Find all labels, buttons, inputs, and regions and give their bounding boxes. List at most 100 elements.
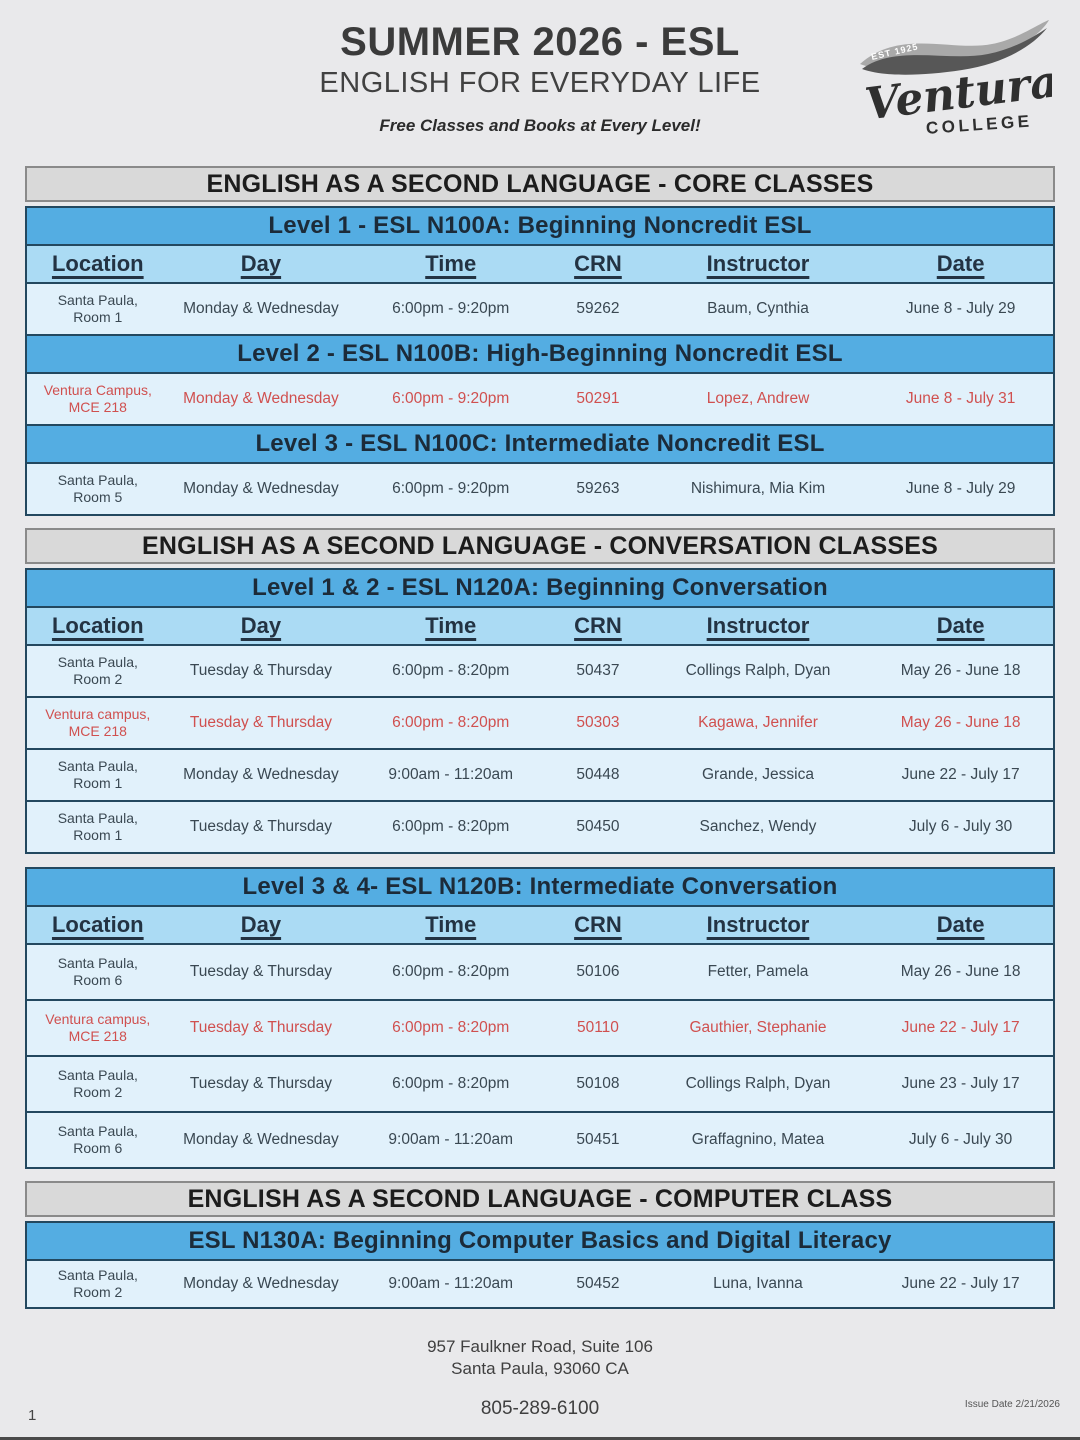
cell-time: 6:00pm - 8:20pm (392, 662, 510, 679)
column-header-instructor: Instructor (706, 912, 810, 937)
column-header-time: Time (425, 613, 477, 638)
cell-instructor: Baum, Cynthia (707, 300, 809, 317)
beginning-conversation-table: Level 1 & 2 - ESL N120A: Beginning Conve… (25, 568, 1055, 854)
table-row: Santa Paula, Room 1 Monday & Wednesday 9… (25, 748, 1055, 802)
column-header-date: Date (936, 251, 985, 276)
cell-date: May 26 - June 18 (900, 662, 1021, 679)
cell-location: Santa Paula, Room 2 (57, 1267, 138, 1300)
column-header-location: Location (51, 251, 144, 276)
cell-location: Santa Paula, Room 1 (57, 758, 138, 791)
cell-instructor: Grande, Jessica (701, 766, 814, 783)
cell-date: June 22 - July 17 (901, 1275, 1020, 1292)
cell-crn: 50110 (576, 1019, 619, 1036)
cell-time: 6:00pm - 8:20pm (392, 963, 510, 980)
cell-day: Tuesday & Thursday (189, 1019, 332, 1036)
cell-time: 6:00pm - 8:20pm (392, 714, 510, 731)
section-computer-class: ENGLISH AS A SECOND LANGUAGE - COMPUTER … (25, 1181, 1055, 1309)
column-header-instructor: Instructor (706, 613, 810, 638)
table-row-highlighted: Ventura campus, MCE 218 Tuesday & Thursd… (25, 999, 1055, 1057)
address-line-2: Santa Paula, 93060 CA (451, 1359, 629, 1379)
cell-day: Monday & Wednesday (183, 1275, 339, 1292)
column-header-time: Time (425, 251, 477, 276)
cell-instructor: Graffagnino, Matea (691, 1131, 825, 1148)
phone-number: 805-289-6100 (480, 1397, 600, 1419)
table-row: Santa Paula, Room 2 Tuesday & Thursday 6… (25, 644, 1055, 698)
cell-instructor: Fetter, Pamela (707, 963, 809, 980)
cell-time: 6:00pm - 8:20pm (392, 1075, 510, 1092)
cell-day: Tuesday & Thursday (189, 662, 332, 679)
page-title: SUMMER 2026 - ESL (340, 20, 740, 64)
table-row: Santa Paula, Room 2 Tuesday & Thursday 6… (25, 1055, 1055, 1113)
column-header-crn: CRN (574, 251, 622, 276)
cell-crn: 50451 (576, 1131, 620, 1148)
cell-day: Monday & Wednesday (183, 300, 339, 317)
group-title-level3: Level 3 - ESL N100C: Intermediate Noncre… (25, 424, 1055, 464)
intermediate-conversation-table: Level 3 & 4- ESL N120B: Intermediate Con… (25, 867, 1055, 1169)
cell-instructor: Nishimura, Mia Kim (690, 480, 826, 497)
table-row: Santa Paula, Room 1 Monday & Wednesday 6… (25, 282, 1055, 336)
issue-date: Issue Date 2/21/2026 (964, 1399, 1060, 1410)
column-header-date: Date (936, 613, 985, 638)
column-header-row: Location Day Time CRN Instructor Date (25, 606, 1055, 646)
table-row: Santa Paula, Room 5 Monday & Wednesday 6… (25, 462, 1055, 516)
cell-location: Ventura campus, MCE 218 (45, 1011, 151, 1044)
cell-location: Santa Paula, Room 1 (57, 810, 138, 843)
cell-time: 9:00am - 11:20am (388, 1275, 514, 1292)
cell-day: Tuesday & Thursday (189, 818, 332, 835)
cell-crn: 50452 (576, 1275, 620, 1292)
cell-location: Santa Paula, Room 5 (57, 472, 138, 505)
computer-class-table: ESL N130A: Beginning Computer Basics and… (25, 1221, 1055, 1309)
column-header-row: Location Day Time CRN Instructor Date (25, 905, 1055, 945)
cell-crn: 50106 (576, 963, 620, 980)
cell-date: June 8 - July 29 (905, 300, 1016, 317)
section-core-classes: ENGLISH AS A SECOND LANGUAGE - CORE CLAS… (25, 166, 1055, 516)
cell-day: Tuesday & Thursday (189, 714, 332, 731)
cell-day: Monday & Wednesday (183, 480, 339, 497)
cell-date: July 6 - July 30 (908, 818, 1013, 835)
group-title-level3-4: Level 3 & 4- ESL N120B: Intermediate Con… (25, 867, 1055, 907)
cell-instructor: Lopez, Andrew (706, 390, 810, 407)
cell-location: Ventura Campus, MCE 218 (43, 382, 152, 415)
schedule-tables: ENGLISH AS A SECOND LANGUAGE - CORE CLAS… (25, 166, 1055, 1309)
cell-time: 6:00pm - 9:20pm (392, 300, 510, 317)
cell-crn: 50303 (576, 714, 620, 731)
section-title: ENGLISH AS A SECOND LANGUAGE - CORE CLAS… (25, 166, 1055, 202)
column-header-crn: CRN (574, 613, 622, 638)
column-header-crn: CRN (574, 912, 622, 937)
column-header-day: Day (240, 251, 282, 276)
cell-time: 9:00am - 11:20am (388, 1131, 514, 1148)
section-title: ENGLISH AS A SECOND LANGUAGE - CONVERSAT… (25, 528, 1055, 564)
cell-crn: 59262 (576, 300, 620, 317)
cell-day: Tuesday & Thursday (189, 1075, 332, 1092)
cell-time: 9:00am - 11:20am (388, 766, 514, 783)
cell-time: 6:00pm - 9:20pm (392, 480, 510, 497)
cell-day: Monday & Wednesday (183, 766, 339, 783)
column-header-instructor: Instructor (706, 251, 810, 276)
cell-instructor: Collings Ralph, Dyan (685, 1075, 831, 1092)
cell-location: Santa Paula, Room 6 (57, 1123, 138, 1156)
page-subtitle: ENGLISH FOR EVERYDAY LIFE (319, 67, 761, 99)
bottom-divider (0, 1437, 1080, 1440)
cell-time: 6:00pm - 8:20pm (392, 1019, 510, 1036)
cell-time: 6:00pm - 9:20pm (392, 390, 510, 407)
cell-instructor: Gauthier, Stephanie (689, 1019, 827, 1036)
group-title-level1: Level 1 - ESL N100A: Beginning Noncredit… (25, 206, 1055, 246)
section-conversation-classes: ENGLISH AS A SECOND LANGUAGE - CONVERSAT… (25, 528, 1055, 1169)
column-header-location: Location (51, 912, 144, 937)
cell-crn: 59263 (576, 480, 620, 497)
cell-crn: 50437 (576, 662, 620, 679)
cell-instructor: Luna, Ivanna (713, 1275, 803, 1292)
core-classes-table: Level 1 - ESL N100A: Beginning Noncredit… (25, 206, 1055, 516)
cell-day: Tuesday & Thursday (189, 963, 332, 980)
table-row: Santa Paula, Room 2 Monday & Wednesday 9… (25, 1259, 1055, 1309)
cell-date: June 23 - July 17 (901, 1075, 1020, 1092)
cell-day: Monday & Wednesday (183, 1131, 339, 1148)
column-header-row: Location Day Time CRN Instructor Date (25, 244, 1055, 284)
section-title: ENGLISH AS A SECOND LANGUAGE - COMPUTER … (25, 1181, 1055, 1217)
ventura-college-logo: EST 1925 Ventura COLLEGE (852, 14, 1061, 138)
flyer-header: SUMMER 2026 - ESL ENGLISH FOR EVERYDAY L… (0, 0, 1080, 158)
cell-instructor: Kagawa, Jennifer (698, 714, 818, 731)
group-title-n130a: ESL N130A: Beginning Computer Basics and… (25, 1221, 1055, 1261)
table-row-highlighted: Ventura campus, MCE 218 Tuesday & Thursd… (25, 696, 1055, 750)
